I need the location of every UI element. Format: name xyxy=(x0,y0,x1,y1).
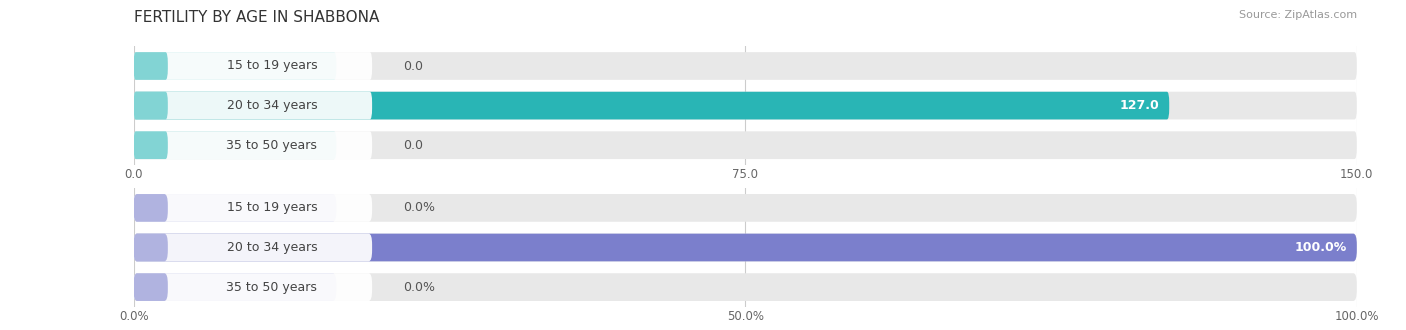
FancyBboxPatch shape xyxy=(134,131,373,159)
Text: Source: ZipAtlas.com: Source: ZipAtlas.com xyxy=(1239,10,1357,20)
FancyBboxPatch shape xyxy=(134,92,373,119)
Text: 15 to 19 years: 15 to 19 years xyxy=(226,59,318,73)
FancyBboxPatch shape xyxy=(134,273,373,301)
Text: FERTILITY BY AGE IN SHABBONA: FERTILITY BY AGE IN SHABBONA xyxy=(134,10,380,25)
FancyBboxPatch shape xyxy=(134,52,336,80)
FancyBboxPatch shape xyxy=(134,234,1357,261)
Text: 0.0%: 0.0% xyxy=(402,280,434,294)
FancyBboxPatch shape xyxy=(134,273,336,301)
Text: 100.0%: 100.0% xyxy=(1295,241,1347,254)
FancyBboxPatch shape xyxy=(134,131,336,159)
Text: 35 to 50 years: 35 to 50 years xyxy=(226,280,318,294)
Text: 15 to 19 years: 15 to 19 years xyxy=(226,201,318,214)
FancyBboxPatch shape xyxy=(134,234,1357,261)
FancyBboxPatch shape xyxy=(134,194,336,222)
FancyBboxPatch shape xyxy=(134,234,167,261)
FancyBboxPatch shape xyxy=(134,92,167,119)
Text: 0.0: 0.0 xyxy=(402,139,423,152)
Text: 0.0%: 0.0% xyxy=(402,201,434,214)
FancyBboxPatch shape xyxy=(134,131,1357,159)
FancyBboxPatch shape xyxy=(134,273,1357,301)
FancyBboxPatch shape xyxy=(134,194,373,222)
FancyBboxPatch shape xyxy=(134,52,167,80)
FancyBboxPatch shape xyxy=(134,194,167,222)
Text: 0.0: 0.0 xyxy=(402,59,423,73)
FancyBboxPatch shape xyxy=(134,273,167,301)
Text: 127.0: 127.0 xyxy=(1119,99,1160,112)
Text: 20 to 34 years: 20 to 34 years xyxy=(226,99,318,112)
FancyBboxPatch shape xyxy=(134,92,1357,119)
FancyBboxPatch shape xyxy=(134,194,1357,222)
FancyBboxPatch shape xyxy=(134,131,167,159)
FancyBboxPatch shape xyxy=(134,92,1170,119)
Text: 35 to 50 years: 35 to 50 years xyxy=(226,139,318,152)
FancyBboxPatch shape xyxy=(134,52,373,80)
FancyBboxPatch shape xyxy=(134,234,373,261)
FancyBboxPatch shape xyxy=(134,52,1357,80)
Text: 20 to 34 years: 20 to 34 years xyxy=(226,241,318,254)
